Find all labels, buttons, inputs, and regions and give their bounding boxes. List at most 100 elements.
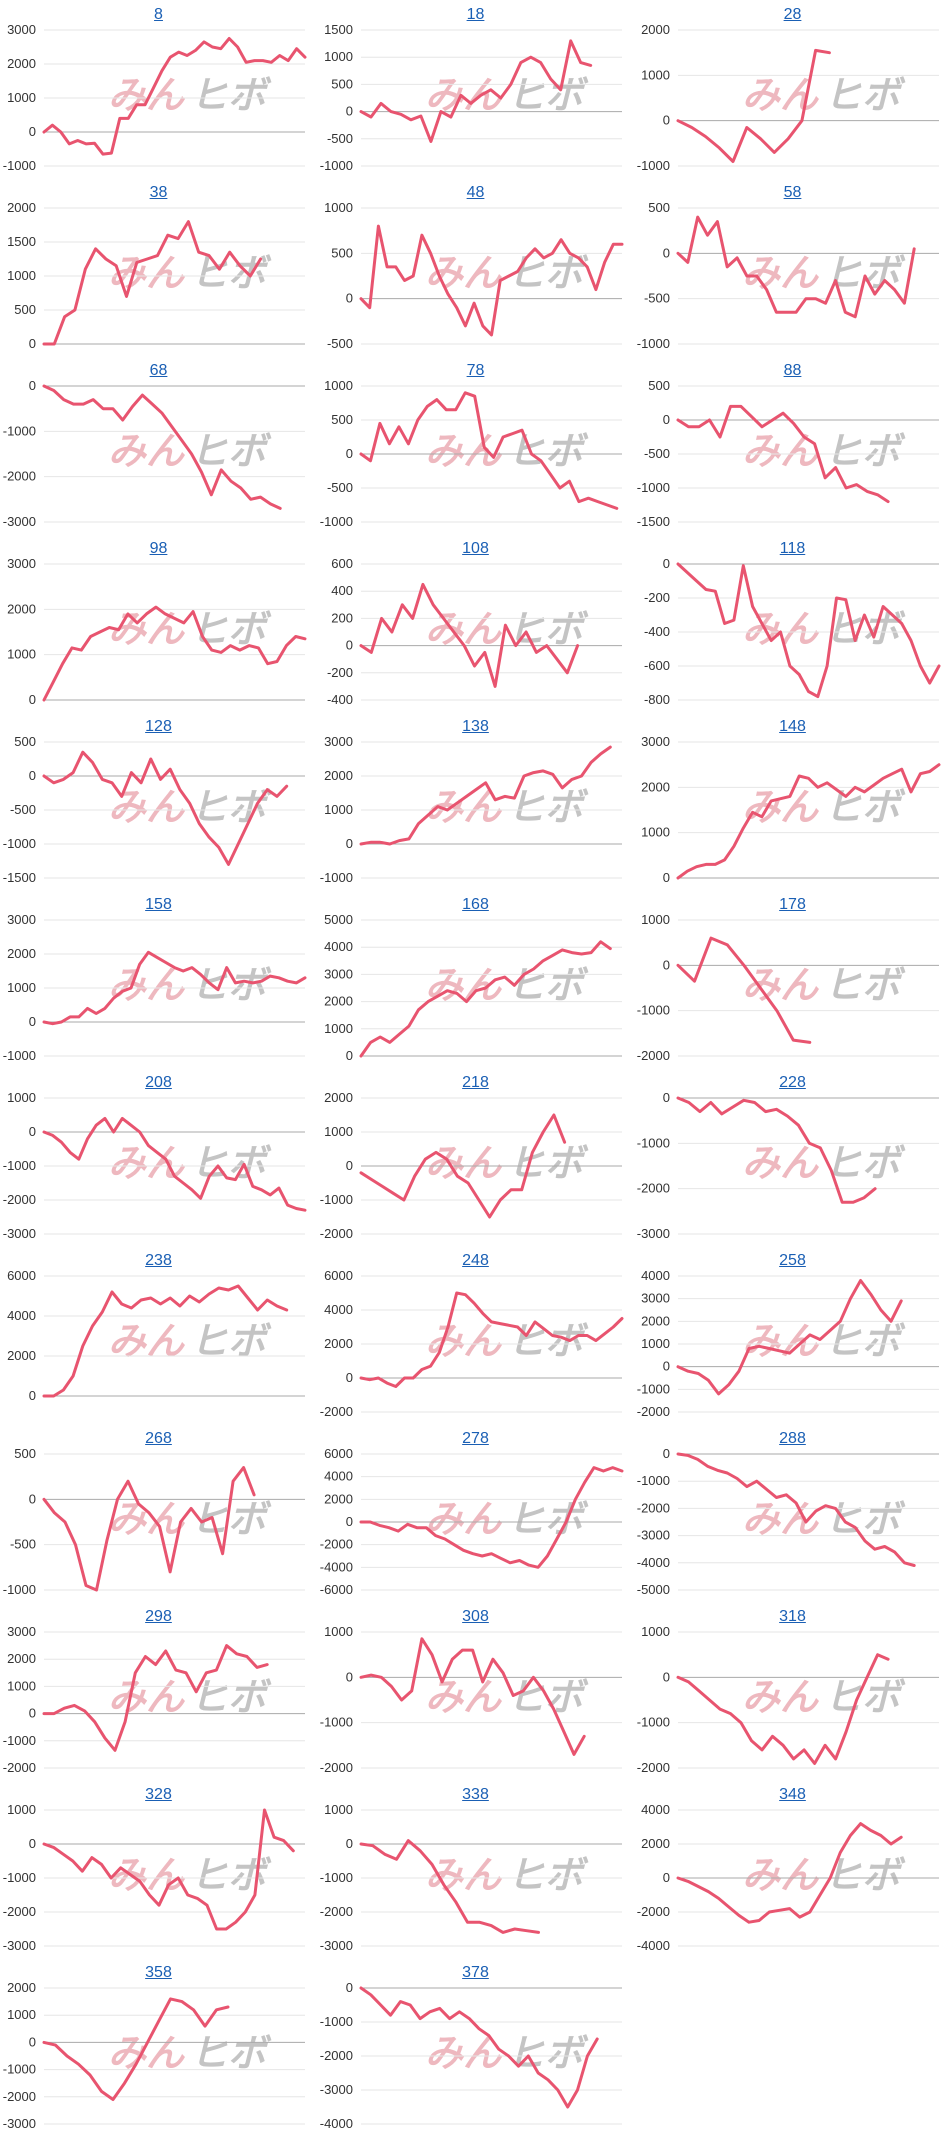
line-chart: みん ヒボ 4000 3000 2000 1000 0 -1000 -2000	[637, 1268, 939, 1419]
chart-title-link[interactable]: 18	[466, 6, 485, 23]
watermark-left: みん	[742, 965, 819, 1007]
y-tick-label: 1000	[7, 980, 36, 995]
y-tick-label: -1000	[3, 2062, 36, 2077]
chart-title-link[interactable]: 288	[779, 1430, 806, 1447]
chart-title-link[interactable]: 248	[462, 1252, 489, 1269]
y-tick-label: 1000	[7, 1678, 36, 1693]
line-chart: みん ヒボ 1000 0 -1000 -2000 -3000	[320, 1802, 622, 1953]
chart-title-link[interactable]: 358	[145, 1964, 172, 1981]
line-chart: みん ヒボ 3000 2000 1000 0 -1000	[3, 912, 307, 1063]
chart-title-link[interactable]: 88	[783, 362, 802, 379]
chart-title-link[interactable]: 38	[149, 184, 168, 201]
chart-title-link[interactable]: 348	[779, 1786, 806, 1803]
y-tick-label: 1000	[324, 1624, 353, 1639]
y-tick-label: -2000	[637, 1760, 670, 1775]
y-tick-label: 0	[346, 1048, 353, 1063]
series-line	[42, 37, 307, 156]
watermark-left: みん	[425, 253, 502, 295]
chart-title-link[interactable]: 48	[466, 184, 485, 201]
chart-title-link[interactable]: 68	[149, 362, 168, 379]
chart-title-link[interactable]: 158	[145, 896, 172, 913]
y-tick-label: -1500	[3, 870, 36, 885]
y-tick-label: -2000	[637, 1404, 670, 1419]
y-tick-label: 500	[331, 412, 353, 427]
series-line	[676, 1452, 916, 1567]
y-tick-label: -2000	[320, 1760, 353, 1775]
chart-title-link[interactable]: 308	[462, 1608, 489, 1625]
y-tick-label: -500	[327, 131, 353, 146]
chart-title-link[interactable]: 378	[462, 1964, 489, 1981]
chart-title-link[interactable]: 278	[462, 1430, 489, 1447]
y-tick-label: 1000	[7, 2007, 36, 2022]
chart-title-link[interactable]: 338	[462, 1786, 489, 1803]
chart-title-link[interactable]: 98	[149, 540, 168, 557]
y-tick-label: 2000	[641, 22, 670, 37]
y-tick-label: 4000	[324, 1469, 353, 1484]
y-tick-label: -3000	[3, 1226, 36, 1241]
y-tick-label: 1000	[324, 1802, 353, 1817]
y-tick-label: -3000	[320, 1938, 353, 1953]
y-tick-label: -4000	[320, 1559, 353, 1574]
y-tick-label: 3000	[7, 912, 36, 927]
y-tick-label: -2000	[3, 2089, 36, 2104]
y-tick-label: -2000	[320, 1226, 353, 1241]
chart-title-link[interactable]: 128	[145, 718, 172, 735]
series-line	[676, 936, 812, 1044]
chart-panel: 288 みん ヒボ 0 -1000 -2000 -3000 -4000 -5000	[634, 1424, 951, 1602]
y-tick-label: 2000	[324, 1090, 353, 1105]
chart-panel: 98 みん ヒボ 3000 2000 1000 0	[0, 534, 317, 712]
y-tick-label: 1000	[641, 1624, 670, 1639]
y-tick-label: -1000	[320, 1870, 353, 1885]
watermark-right: ヒボ	[824, 787, 906, 829]
y-tick-label: 1500	[7, 234, 36, 249]
chart-title-link[interactable]: 228	[779, 1074, 806, 1091]
y-tick-label: 0	[663, 957, 670, 972]
chart-title-link[interactable]: 238	[145, 1252, 172, 1269]
chart-title-link[interactable]: 108	[462, 540, 489, 557]
chart-panel: 78 みん ヒボ 1000 500 0 -500 -1000	[317, 356, 634, 534]
y-tick-label: 0	[29, 1836, 36, 1851]
line-chart: みん ヒボ 0 -1000 -2000 -3000	[637, 1090, 939, 1241]
chart-title-link[interactable]: 148	[779, 718, 806, 735]
line-chart: みん ヒボ 6000 4000 2000 0	[7, 1268, 305, 1403]
y-tick-label: 0	[346, 1514, 353, 1529]
chart-title-link[interactable]: 78	[466, 362, 485, 379]
y-tick-label: 0	[663, 1446, 670, 1461]
y-tick-label: 2000	[324, 994, 353, 1009]
watermark-right: ヒボ	[190, 1677, 272, 1719]
chart-title-link[interactable]: 178	[779, 896, 806, 913]
chart-title-link[interactable]: 258	[779, 1252, 806, 1269]
y-tick-label: -2000	[637, 1904, 670, 1919]
chart-title-link[interactable]: 318	[779, 1608, 806, 1625]
chart-title-link[interactable]: 118	[779, 540, 806, 557]
y-tick-label: 4000	[641, 1268, 670, 1283]
y-tick-label: -2000	[320, 2048, 353, 2063]
y-tick-label: 0	[29, 1706, 36, 1721]
watermark-left: みん	[742, 1143, 819, 1185]
chart-title-link[interactable]: 138	[462, 718, 489, 735]
watermark-left: みん	[108, 1677, 185, 1719]
chart-title-link[interactable]: 298	[145, 1608, 172, 1625]
chart-title-link[interactable]: 218	[462, 1074, 489, 1091]
y-tick-label: 0	[29, 1388, 36, 1403]
line-chart: みん ヒボ 1000 0 -1000 -2000	[637, 912, 939, 1063]
chart-title-link[interactable]: 328	[145, 1786, 172, 1803]
chart-title-link[interactable]: 58	[783, 184, 802, 201]
watermark-right: ヒボ	[507, 1855, 589, 1897]
y-tick-label: 0	[663, 1090, 670, 1105]
chart-title-link[interactable]: 8	[154, 6, 163, 23]
y-tick-label: -3000	[637, 1226, 670, 1241]
y-tick-label: -500	[10, 1537, 36, 1552]
y-tick-label: 0	[346, 1980, 353, 1995]
chart-panel: 48 みん ヒボ 1000 500 0 -500	[317, 178, 634, 356]
chart-title-link[interactable]: 168	[462, 896, 489, 913]
chart-title-link[interactable]: 268	[145, 1430, 172, 1447]
chart-panel: 218 みん ヒボ 2000 1000 0 -1000 -2000	[317, 1068, 634, 1246]
chart-panel: 158 みん ヒボ 3000 2000 1000 0 -1000	[0, 890, 317, 1068]
chart-title-link[interactable]: 208	[145, 1074, 172, 1091]
y-tick-label: -1000	[3, 1870, 36, 1885]
chart-title-link[interactable]: 28	[783, 6, 802, 23]
